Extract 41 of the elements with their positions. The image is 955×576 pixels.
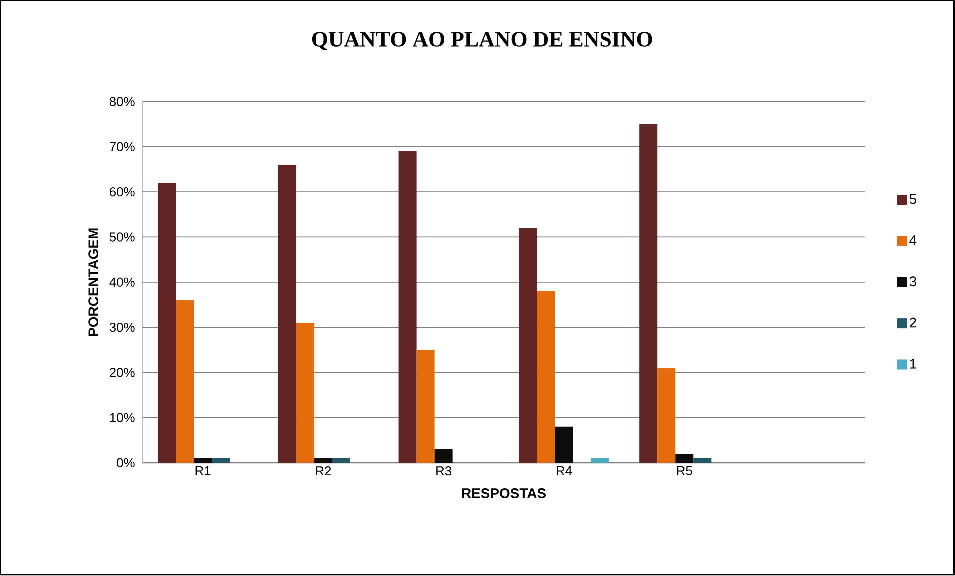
- y-tick-label: 60%: [110, 188, 135, 197]
- bar: [694, 458, 712, 464]
- y-axis-title: PORCENTAGEM: [88, 228, 99, 336]
- y-tick-label: 50%: [110, 232, 135, 242]
- legend-label: 2: [910, 318, 916, 328]
- bar: [555, 426, 574, 464]
- bar: [176, 300, 194, 464]
- bar: [296, 323, 314, 464]
- y-tick-label: 80%: [110, 97, 135, 106]
- y-tick-label: 40%: [110, 278, 135, 288]
- bar: [278, 165, 296, 464]
- bar: [658, 368, 676, 464]
- legend-label: 3: [910, 276, 916, 287]
- y-tick-label: 0%: [117, 458, 135, 468]
- legend-label: 5: [910, 194, 916, 204]
- bar: [212, 458, 230, 464]
- y-tick-label: 10%: [110, 413, 135, 423]
- x-tick-label: R4: [557, 466, 572, 476]
- x-tick-label: R5: [677, 466, 692, 476]
- bar: [640, 124, 658, 464]
- y-tick-label: 30%: [110, 323, 135, 332]
- bar: [194, 458, 212, 464]
- bar: [434, 450, 453, 464]
- x-tick-label: R1: [196, 466, 211, 476]
- bar: [314, 458, 332, 464]
- legend-label: 4: [910, 236, 917, 246]
- x-axis-title: RESPOSTAS: [462, 488, 546, 499]
- bar: [332, 458, 350, 464]
- bar: [591, 458, 610, 464]
- x-tick-label: R3: [436, 466, 452, 476]
- y-tick-label: 20%: [110, 368, 135, 378]
- x-tick-label: R2: [316, 466, 332, 476]
- chart-title: QUANTO AO PLANO DE ENSINO: [312, 32, 652, 50]
- y-tick-label: 70%: [110, 142, 135, 152]
- bar: [519, 228, 538, 464]
- bar: [416, 350, 435, 464]
- bar: [158, 183, 176, 464]
- bar: [398, 152, 417, 464]
- bar: [676, 454, 694, 464]
- bar: [537, 292, 556, 464]
- legend-label: 1: [910, 359, 916, 369]
